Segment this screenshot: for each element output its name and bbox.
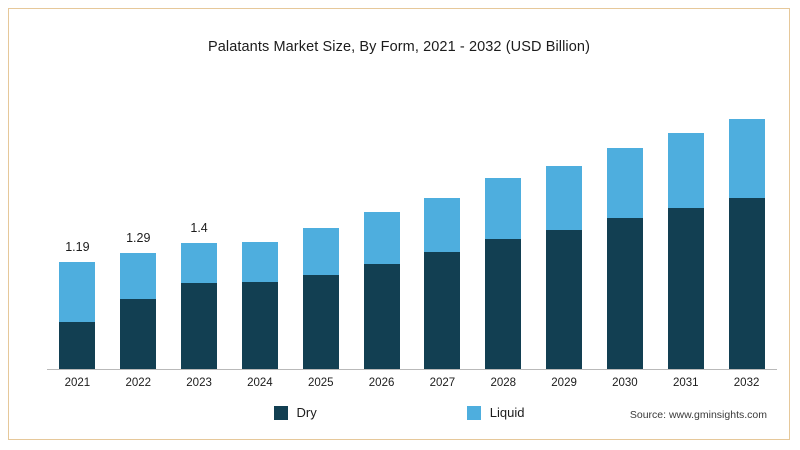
- bar-segment-liquid[interactable]: [120, 252, 157, 299]
- x-tick-label: 2029: [551, 377, 577, 389]
- legend-swatch-dry: [273, 405, 288, 420]
- bar-segment-liquid[interactable]: [667, 133, 704, 208]
- bar-segment-liquid[interactable]: [424, 198, 461, 252]
- bar-segment-liquid[interactable]: [485, 178, 522, 239]
- bar-segment-liquid[interactable]: [728, 118, 765, 198]
- bar-group[interactable]: [241, 242, 278, 369]
- bar-group[interactable]: [606, 147, 643, 369]
- x-tick-label: 2028: [490, 377, 517, 389]
- bar-segment-dry[interactable]: [606, 217, 643, 369]
- x-tick-label: 2026: [368, 377, 395, 389]
- bar-segment-dry[interactable]: [59, 322, 96, 369]
- bar-group[interactable]: [667, 133, 704, 369]
- legend-item-liquid[interactable]: Liquid: [466, 405, 525, 420]
- x-tick-label: 2023: [186, 377, 212, 389]
- bar-group[interactable]: [181, 243, 218, 369]
- bar-segment-dry[interactable]: [302, 274, 339, 369]
- bar-segment-liquid[interactable]: [302, 227, 339, 275]
- x-axis-line: [47, 369, 777, 370]
- legend-label-dry: Dry: [296, 405, 317, 420]
- x-tick-label: 2025: [307, 377, 334, 389]
- bar-segment-dry[interactable]: [241, 281, 278, 369]
- bar-segment-dry[interactable]: [728, 198, 765, 369]
- chart-legend: Dry Liquid: [9, 405, 789, 420]
- x-tick-label: 2027: [429, 377, 456, 389]
- legend-label-liquid: Liquid: [489, 405, 525, 420]
- bar-group[interactable]: [485, 178, 522, 369]
- legend-item-dry[interactable]: Dry: [273, 405, 317, 420]
- bar-group[interactable]: [424, 198, 461, 369]
- bar-segment-liquid[interactable]: [546, 165, 583, 231]
- bar-group[interactable]: [546, 165, 583, 369]
- bar-segment-dry[interactable]: [424, 252, 461, 369]
- x-tick-label: 2024: [247, 377, 273, 389]
- bar-segment-liquid[interactable]: [606, 147, 643, 218]
- x-tick-label: 2021: [64, 377, 91, 389]
- bar-segment-liquid[interactable]: [59, 261, 96, 323]
- x-tick-label: 2022: [125, 377, 152, 389]
- source-caption: Source: www.gminsights.com: [629, 409, 767, 421]
- plot-area: 1.19 1.29 1.4: [47, 81, 777, 369]
- bar-segment-dry[interactable]: [546, 230, 583, 369]
- x-tick-label: 2032: [733, 377, 760, 389]
- bar-group[interactable]: [302, 227, 339, 369]
- bar-value-label: 1.19: [65, 239, 90, 254]
- bar-group[interactable]: [120, 252, 157, 369]
- bar-value-label: 1.4: [190, 221, 208, 235]
- chart-frame: Palatants Market Size, By Form, 2021 - 2…: [8, 8, 790, 440]
- bar-segment-dry[interactable]: [485, 238, 522, 369]
- bar-group[interactable]: [59, 261, 96, 369]
- page-title: Palatants Market Size, By Form, 2021 - 2…: [207, 39, 591, 55]
- bar-segment-dry[interactable]: [120, 298, 157, 369]
- bar-segment-dry[interactable]: [667, 207, 704, 369]
- bar-segment-liquid[interactable]: [363, 212, 400, 264]
- bar-group[interactable]: [363, 212, 400, 369]
- x-tick-label: 2030: [612, 377, 638, 389]
- x-tick-label: 2031: [672, 377, 699, 389]
- bar-segment-liquid[interactable]: [181, 243, 218, 283]
- bar-value-label: 1.29: [126, 230, 151, 245]
- bar-group[interactable]: [728, 118, 765, 369]
- bar-segment-dry[interactable]: [363, 263, 400, 369]
- bar-segment-liquid[interactable]: [241, 242, 278, 282]
- legend-swatch-liquid: [466, 405, 481, 420]
- bar-segment-dry[interactable]: [181, 282, 218, 369]
